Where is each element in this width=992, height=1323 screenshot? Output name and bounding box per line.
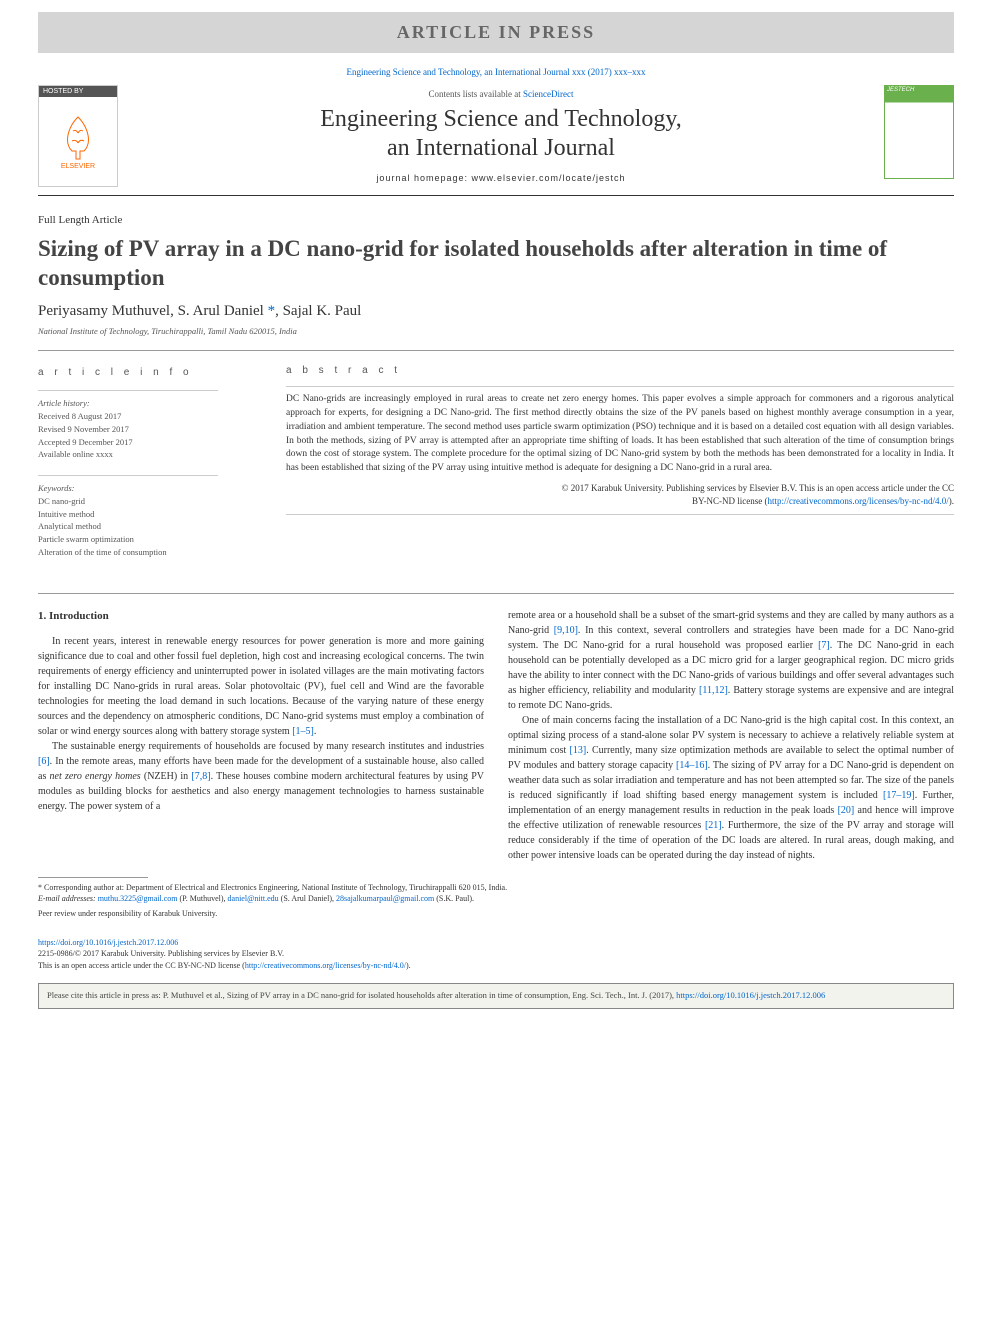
para-2: The sustainable energy requirements of h…: [38, 739, 484, 814]
elsevier-tree-icon: [58, 113, 98, 161]
history-received: Received 8 August 2017: [38, 410, 258, 423]
doi-link[interactable]: https://doi.org/10.1016/j.jestch.2017.12…: [38, 938, 178, 947]
history-title: Article history:: [38, 397, 258, 410]
email-label: E-mail addresses:: [38, 894, 98, 903]
abstract-heading: a b s t r a c t: [286, 365, 954, 386]
contents-available: Contents lists available at ScienceDirec…: [130, 89, 872, 105]
ref-6[interactable]: [6]: [38, 756, 50, 767]
history-accepted: Accepted 9 December 2017: [38, 436, 258, 449]
hosted-by-box: HOSTED BY ELSEVIER: [38, 85, 118, 187]
ref-9-10[interactable]: [9,10]: [554, 625, 578, 636]
corresponding-footnote: * Corresponding author at: Department of…: [38, 882, 954, 893]
ref-7b[interactable]: [7]: [818, 640, 830, 651]
peer-review-note: Peer review under responsibility of Kara…: [38, 904, 954, 919]
license-link[interactable]: http://creativecommons.org/licenses/by-n…: [245, 961, 406, 970]
ref-1-5[interactable]: [1–5]: [292, 726, 314, 737]
ref-7-8[interactable]: [7,8]: [191, 771, 210, 782]
right-column: remote area or a household shall be a su…: [508, 608, 954, 863]
author-1: Periyasamy Muthuvel: [38, 303, 170, 319]
para-4: One of main concerns facing the installa…: [508, 713, 954, 863]
keyword-1: DC nano-grid: [38, 495, 258, 508]
cite-text: Please cite this article in press as: P.…: [47, 990, 676, 1000]
article-history: Article history: Received 8 August 2017 …: [38, 397, 258, 475]
email-3[interactable]: 28sajalkumarpaul@gmail.com: [336, 894, 434, 903]
para-1: In recent years, interest in renewable e…: [38, 634, 484, 739]
license-post: ).: [406, 961, 411, 970]
history-online: Available online xxxx: [38, 448, 258, 461]
email-2[interactable]: daniel@nitt.edu: [228, 894, 279, 903]
issn-line: 2215-0986/© 2017 Karabuk University. Pub…: [38, 949, 284, 958]
journal-homepage: journal homepage: www.elsevier.com/locat…: [130, 163, 872, 183]
author-3: Sajal K. Paul: [283, 303, 362, 319]
journal-name-line1: Engineering Science and Technology,: [130, 105, 872, 134]
nzeh-em: net zero energy homes: [50, 771, 141, 782]
ref-13[interactable]: [13]: [570, 745, 587, 756]
left-column: 1. Introduction In recent years, interes…: [38, 608, 484, 863]
footnotes: * Corresponding author at: Department of…: [0, 863, 992, 928]
keyword-2: Intuitive method: [38, 508, 258, 521]
ref-14-16[interactable]: [14–16]: [676, 760, 708, 771]
header-center: Contents lists available at ScienceDirec…: [118, 85, 884, 187]
info-rule-2: [38, 475, 218, 476]
article-info-column: a r t i c l e i n f o Article history: R…: [38, 365, 258, 572]
footnote-rule: [38, 877, 148, 878]
in-press-banner: ARTICLE IN PRESS: [38, 12, 954, 53]
elsevier-logo: ELSEVIER: [39, 97, 117, 186]
article-info-heading: a r t i c l e i n f o: [38, 365, 258, 390]
authors-line: Periyasamy Muthuvel, S. Arul Daniel *, S…: [0, 303, 992, 326]
email-1[interactable]: muthu.3225@gmail.com: [98, 894, 178, 903]
journal-cover-thumb: JESTECH: [884, 85, 954, 179]
body-two-column: 1. Introduction In recent years, interes…: [0, 594, 992, 863]
cite-doi-link[interactable]: https://doi.org/10.1016/j.jestch.2017.12…: [676, 990, 825, 1000]
hosted-by-label: HOSTED BY: [39, 86, 117, 97]
journal-name-line2: an International Journal: [130, 134, 872, 163]
sciencedirect-link[interactable]: ScienceDirect: [523, 89, 573, 99]
license-pre: This is an open access article under the…: [38, 961, 245, 970]
elsevier-text: ELSEVIER: [61, 163, 95, 170]
abstract-rule: [286, 386, 954, 387]
email-footnote: E-mail addresses: muthu.3225@gmail.com (…: [38, 893, 954, 904]
history-revised: Revised 9 November 2017: [38, 423, 258, 436]
section-1-heading: 1. Introduction: [38, 608, 484, 635]
ref-20[interactable]: [20]: [838, 805, 855, 816]
affiliation: National Institute of Technology, Tiruch…: [0, 326, 992, 350]
copyright-line2-post: ).: [949, 496, 954, 506]
abstract-column: a b s t r a c t DC Nano-grids are increa…: [286, 365, 954, 572]
abstract-text: DC Nano-grids are increasingly employed …: [286, 393, 954, 476]
abstract-rule-bottom: [286, 514, 954, 515]
contents-prefix: Contents lists available at: [429, 89, 523, 99]
keyword-4: Particle swarm optimization: [38, 533, 258, 546]
keyword-5: Alteration of the time of consumption: [38, 546, 258, 559]
journal-header: HOSTED BY ELSEVIER Contents lists availa…: [38, 85, 954, 196]
ref-11-12[interactable]: [11,12]: [699, 685, 728, 696]
article-type: Full Length Article: [0, 196, 992, 230]
ref-17-19[interactable]: [17–19]: [883, 790, 915, 801]
copyright-line2-pre: BY-NC-ND license (: [692, 496, 768, 506]
article-title: Sizing of PV array in a DC nano-grid for…: [0, 230, 992, 304]
info-rule-1: [38, 390, 218, 391]
copyright-line1: © 2017 Karabuk University. Publishing se…: [562, 483, 954, 493]
doi-block: https://doi.org/10.1016/j.jestch.2017.12…: [0, 927, 992, 975]
please-cite-box: Please cite this article in press as: P.…: [38, 983, 954, 1009]
keywords-block: Keywords: DC nano-grid Intuitive method …: [38, 482, 258, 573]
author-2: S. Arul Daniel: [178, 303, 264, 319]
corresponding-marker[interactable]: *: [268, 303, 276, 319]
para-3: remote area or a household shall be a su…: [508, 608, 954, 713]
ref-21[interactable]: [21]: [705, 820, 722, 831]
cc-license-link[interactable]: http://creativecommons.org/licenses/by-n…: [767, 496, 948, 506]
top-citation: Engineering Science and Technology, an I…: [0, 53, 992, 85]
abstract-copyright: © 2017 Karabuk University. Publishing se…: [286, 476, 954, 508]
cover-label: JESTECH: [887, 87, 914, 93]
keywords-title: Keywords:: [38, 482, 258, 495]
keyword-3: Analytical method: [38, 520, 258, 533]
